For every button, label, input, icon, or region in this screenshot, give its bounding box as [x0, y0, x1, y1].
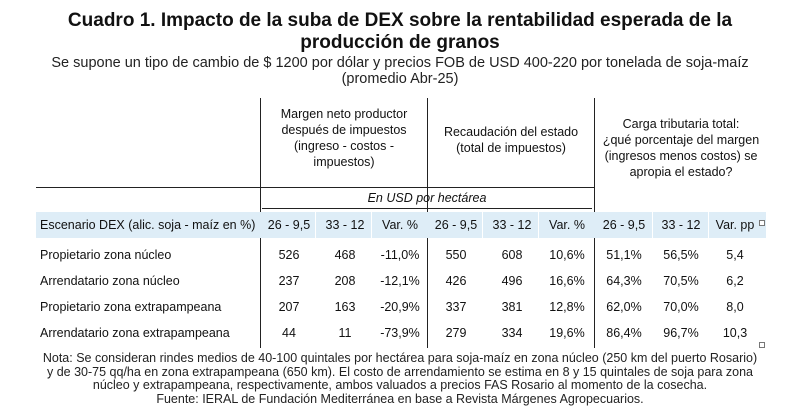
table-cell: 70,5%: [654, 268, 708, 294]
table-cell: 96,7%: [654, 320, 708, 346]
table-cell: 16,6%: [541, 268, 593, 294]
column-header: 33 - 12: [485, 212, 539, 238]
column-header: Var. %: [374, 212, 426, 238]
table-cell: 8,0: [710, 294, 760, 320]
table-cell: 5,4: [710, 242, 760, 268]
table-cell: 526: [262, 242, 316, 268]
table-cell: 44: [262, 320, 316, 346]
table-cell: 163: [318, 294, 372, 320]
note-line-2: y de 30-75 qq/ha en zona extrapampeana (…: [0, 366, 800, 380]
footnote: Nota: Se consideran rindes medios de 40-…: [0, 352, 800, 406]
table-cell: 19,6%: [541, 320, 593, 346]
column-header: Var. %: [541, 212, 593, 238]
subtitle-line-1: Se supone un tipo de cambio de $ 1200 po…: [0, 55, 800, 71]
column-header: 33 - 12: [318, 212, 372, 238]
table-cell: 10,6%: [541, 242, 593, 268]
column-header: 26 - 9,5: [429, 212, 483, 238]
column-header: Var. pp: [710, 212, 760, 238]
table-cell: -73,9%: [374, 320, 426, 346]
table-cell: 86,4%: [596, 320, 652, 346]
header-rule: [36, 187, 594, 188]
table-cell: 381: [485, 294, 539, 320]
table-cell: 334: [485, 320, 539, 346]
table-cell: 10,3: [710, 320, 760, 346]
column-header: 26 - 9,5: [262, 212, 316, 238]
table-cell: 608: [485, 242, 539, 268]
column-header: 33 - 12: [654, 212, 708, 238]
table-cell: 496: [485, 268, 539, 294]
subtitle-line-2: (promedio Abr-25): [0, 71, 800, 87]
group-header-revenue: Recaudación del estado (total de impuest…: [430, 124, 592, 156]
corner-marker: [759, 342, 765, 348]
column-header-row: Escenario DEX (alic. soja - maíz en %) 2…: [36, 212, 766, 238]
table-cell: 6,2: [710, 268, 760, 294]
table-cell: 11: [318, 320, 372, 346]
group-header-margin: Margen neto productor después de impuest…: [264, 106, 424, 170]
row-label: Propietario zona extrapampeana: [40, 294, 221, 320]
title-line-2: producción de granos: [0, 32, 800, 54]
data-table: Margen neto productor después de impuest…: [36, 98, 766, 348]
table-cell: 279: [429, 320, 483, 346]
table-cell: -20,9%: [374, 294, 426, 320]
table-cell: 51,1%: [596, 242, 652, 268]
table-cell: 550: [429, 242, 483, 268]
group-header-tax-burden: Carga tributaria total: ¿qué porcentaje …: [596, 116, 766, 180]
table-cell: 70,0%: [654, 294, 708, 320]
table-cell: 56,5%: [654, 242, 708, 268]
table-subtitle: Se supone un tipo de cambio de $ 1200 po…: [0, 55, 800, 87]
unit-label: En USD por hectárea: [262, 191, 592, 205]
unit-rule: [262, 208, 592, 209]
table-cell: 468: [318, 242, 372, 268]
table-cell: 337: [429, 294, 483, 320]
note-line-3: núcleo y extrapampeana, respectivamente,…: [0, 379, 800, 393]
table-title: Cuadro 1. Impacto de la suba de DEX sobr…: [0, 10, 800, 54]
table-cell: 64,3%: [596, 268, 652, 294]
table-cell: -12,1%: [374, 268, 426, 294]
table-cell: 208: [318, 268, 372, 294]
table-cell: 207: [262, 294, 316, 320]
table-cell: 12,8%: [541, 294, 593, 320]
corner-marker: [759, 220, 765, 226]
note-line-1: Nota: Se consideran rindes medios de 40-…: [0, 352, 800, 366]
table-cell: 62,0%: [596, 294, 652, 320]
column-header-scenario: Escenario DEX (alic. soja - maíz en %): [40, 212, 255, 238]
row-label: Propietario zona núcleo: [40, 242, 171, 268]
title-line-1: Cuadro 1. Impacto de la suba de DEX sobr…: [0, 10, 800, 32]
row-label: Arrendatario zona núcleo: [40, 268, 180, 294]
table-cell: 237: [262, 268, 316, 294]
table-cell: -11,0%: [374, 242, 426, 268]
row-label: Arrendatario zona extrapampeana: [40, 320, 230, 346]
table-cell: 426: [429, 268, 483, 294]
column-header: 26 - 9,5: [596, 212, 652, 238]
